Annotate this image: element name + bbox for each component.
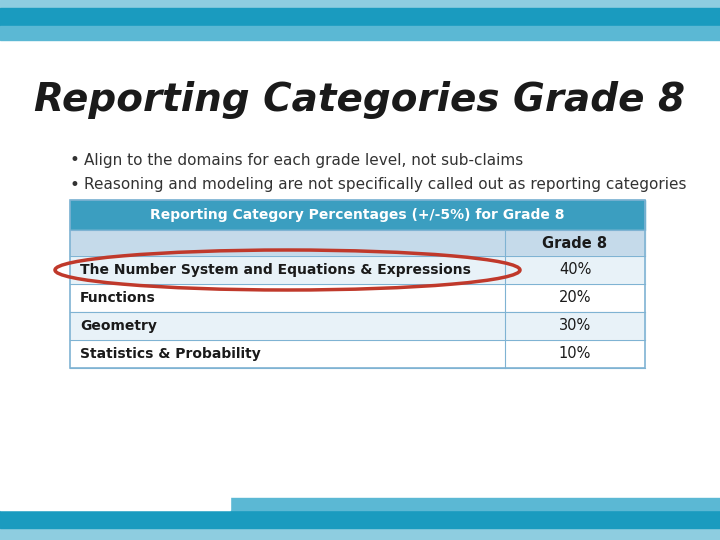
Text: Reporting Category Percentages (+/-5%) for Grade 8: Reporting Category Percentages (+/-5%) f… [150,208,564,222]
Text: 30%: 30% [559,319,591,334]
Text: Functions: Functions [80,291,156,305]
Bar [70,340,645,368]
Text: 10%: 10% [559,347,591,361]
Text: Statistics & Probability: Statistics & Probability [80,347,261,361]
Bar [70,230,645,256]
Bar [70,200,645,230]
Text: •: • [70,176,80,194]
Bar [70,284,645,312]
Text: Align to the domains for each grade level, not sub-claims: Align to the domains for each grade leve… [84,152,523,167]
Text: 40%: 40% [559,262,591,278]
Text: 20%: 20% [559,291,591,306]
Text: 22: 22 [684,503,700,516]
Text: Reporting Categories Grade 8: Reporting Categories Grade 8 [35,81,685,119]
Text: Geometry: Geometry [80,319,157,333]
Text: Grade 8: Grade 8 [542,235,608,251]
Text: Reasoning and modeling are not specifically called out as reporting categories: Reasoning and modeling are not specifica… [84,178,686,192]
Text: •: • [70,151,80,169]
Bar [70,312,645,340]
Bar [70,256,645,284]
Text: RIDE: RIDE [96,496,144,514]
Text: The Number System and Equations & Expressions: The Number System and Equations & Expres… [80,263,471,277]
Bar [70,200,645,368]
